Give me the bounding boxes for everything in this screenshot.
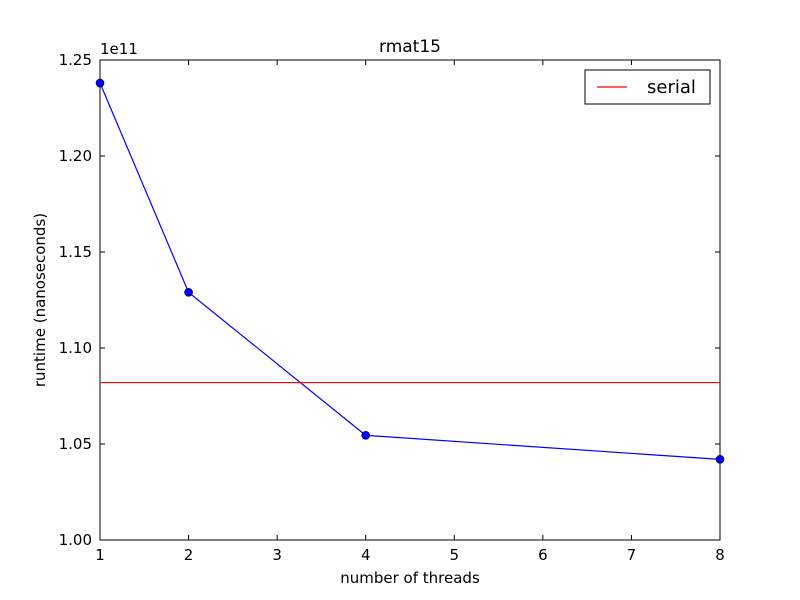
runtime-line [99, 82, 721, 460]
x-tick-label: 1 [95, 546, 105, 564]
plot-area [95, 59, 725, 541]
data-point [361, 431, 371, 440]
y-tick-label: 1.20 [59, 147, 92, 165]
x-tick-label: 6 [538, 546, 548, 564]
data-point [95, 78, 105, 88]
y-tick-label: 1.00 [59, 531, 92, 549]
axes-frame [99, 59, 721, 541]
x-tick-label: 2 [184, 546, 194, 564]
y-tick-label: 1.05 [59, 435, 92, 453]
x-tick-label: 7 [627, 546, 637, 564]
x-tick-label: 5 [450, 546, 460, 564]
data-point [715, 455, 725, 464]
y-tick-label: 1.10 [59, 339, 92, 357]
x-tick-label: 4 [361, 546, 371, 564]
x-tick-label: 3 [272, 546, 282, 564]
chart-title: rmat15 [379, 37, 441, 57]
x-tick-label: 8 [715, 546, 725, 564]
y-tick-label: 1.25 [59, 51, 92, 69]
y-tick-label: 1.15 [59, 243, 92, 261]
y-axis-label: runtime (nanoseconds) [31, 213, 49, 387]
y-offset-label: 1e11 [100, 40, 138, 58]
legend: serial [584, 69, 711, 105]
data-point [184, 288, 193, 297]
axis-ticks: 1 2 3 4 5 6 7 8 1.00 1.05 1.10 1.15 1.20 1.25 [59, 51, 725, 564]
x-axis-label: number of threads [340, 569, 480, 587]
legend-label: serial [647, 77, 696, 98]
